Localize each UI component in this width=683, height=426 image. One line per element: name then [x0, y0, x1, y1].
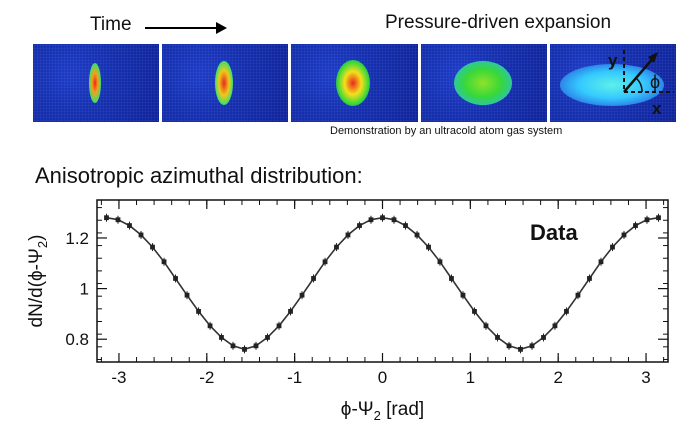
plot-frame	[96, 199, 669, 363]
inset-direction-arrow	[622, 55, 656, 93]
x-tick-label: 2	[553, 368, 562, 387]
y-tick-label: 1	[80, 280, 89, 299]
atom-cloud-2	[215, 61, 234, 105]
y-axis-label: dN/d(ϕ-Ψ2)	[26, 235, 50, 328]
atom-cloud-1	[89, 63, 101, 103]
atom-cloud-5	[559, 64, 664, 106]
snapshot-5: y x ϕ	[549, 44, 677, 122]
x-tick-label: -3	[111, 368, 126, 387]
inset-x-label: x	[652, 99, 662, 118]
y-tick-label: 1.2	[65, 229, 89, 248]
snapshot-2	[162, 44, 289, 122]
atom-cloud-3	[336, 60, 371, 106]
inset-angle-label: ϕ	[650, 72, 660, 92]
inset-arrowhead-icon	[647, 52, 658, 63]
atom-cloud-strip: y x ϕ	[33, 44, 677, 122]
time-arrow-icon	[145, 22, 227, 34]
atom-cloud-4	[453, 61, 512, 105]
x-tick-label: 0	[378, 368, 387, 387]
tick-group: -3 -2 -1 0 1 2 3 0.8 1 1.2	[65, 200, 668, 387]
inset-angle-arc	[635, 77, 643, 93]
snapshot-4	[420, 44, 547, 122]
chart-subtitle: Anisotropic azimuthal distribution:	[35, 163, 363, 188]
time-label: Time	[90, 14, 132, 35]
axes-inset: y x ϕ	[608, 50, 674, 118]
x-tick-label: -1	[287, 368, 302, 387]
demo-caption: Demonstration by an ultracold atom gas s…	[330, 125, 563, 137]
x-tick-label: 1	[466, 368, 475, 387]
x-axis-label: ϕ-Ψ2 [rad]	[341, 399, 424, 423]
inset-y-label: y	[608, 51, 618, 70]
legend-data-label: Data	[530, 220, 578, 245]
x-tick-label: -2	[199, 368, 214, 387]
pressure-driven-label: Pressure-driven expansion	[385, 12, 612, 33]
snapshot-1	[33, 44, 160, 122]
y-tick-label: 0.8	[65, 330, 89, 349]
x-tick-label: 3	[641, 368, 650, 387]
snapshot-3	[291, 44, 418, 122]
data-points	[104, 213, 661, 354]
